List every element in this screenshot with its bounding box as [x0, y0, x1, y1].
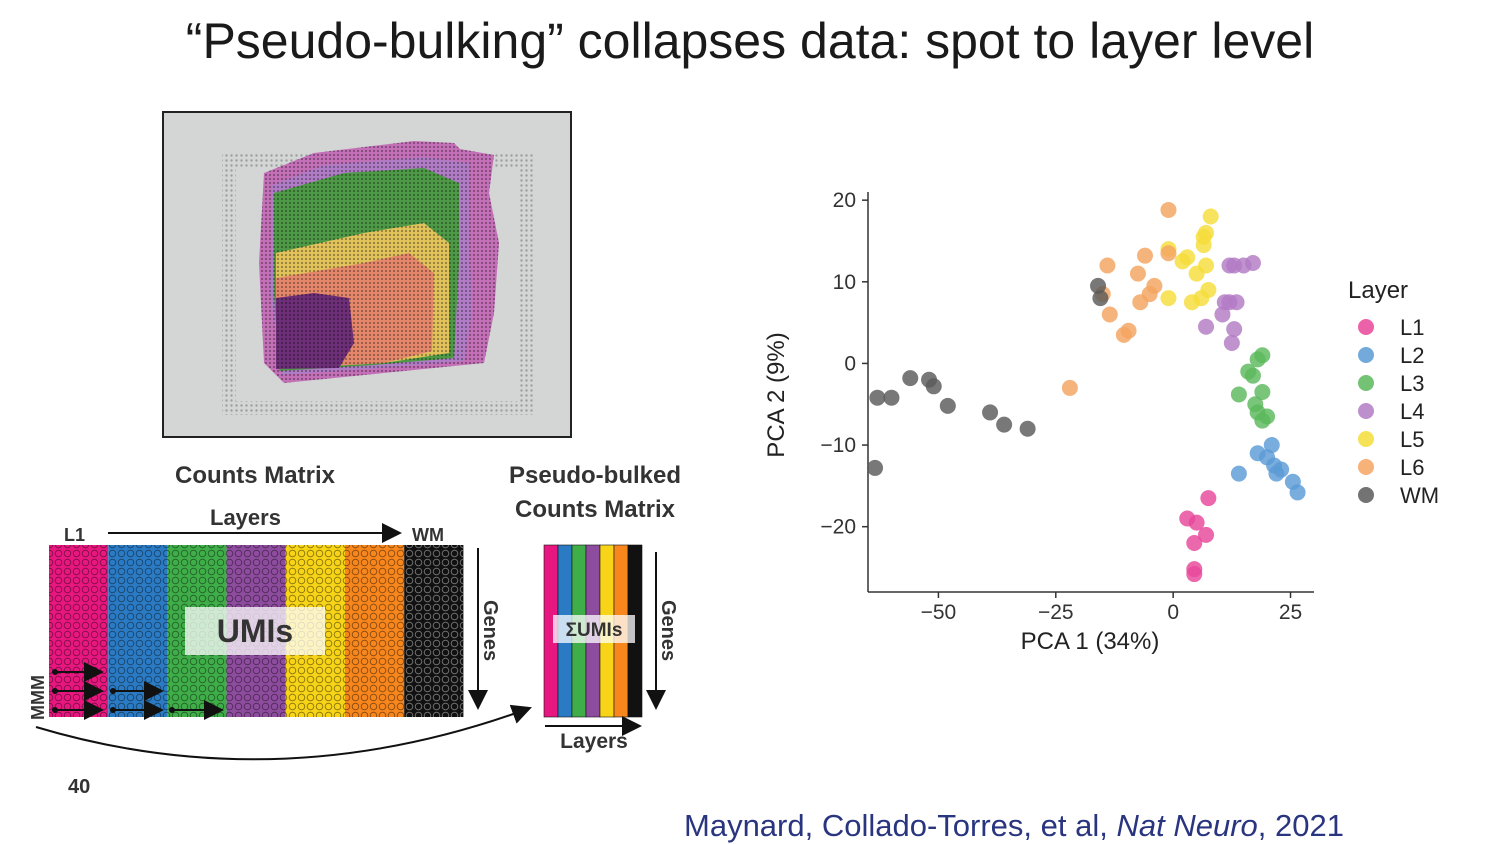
scatter-point-l1: [1200, 490, 1217, 507]
x-axis-label: PCA 1 (34%): [1021, 628, 1160, 655]
scatter-point-l5: [1188, 265, 1205, 282]
scatter-point-l5: [1195, 237, 1212, 254]
legend-marker-wm: [1358, 487, 1374, 503]
scatter-point-l4: [1226, 321, 1243, 338]
pca-scatter-chart: −50 −25 0 25 −20 −10 0 10 20 Layer L1 L2 L3 L4 L5 L6 WM…: [763, 189, 1439, 655]
layer-wm-label: WM: [412, 525, 444, 545]
scatter-point-l3: [1244, 367, 1261, 384]
legend-label-l3: L3: [1400, 371, 1424, 396]
tissue-section-image: [162, 111, 572, 438]
x-tick-label: 0: [1167, 601, 1179, 624]
scatter-point-l4: [1198, 318, 1215, 335]
scatter-point-l3: [1254, 412, 1271, 429]
sum-umis-label: ΣUMIs: [566, 620, 623, 641]
umis-label: UMIs: [217, 613, 293, 649]
counts-matrix-title: Counts Matrix: [174, 462, 335, 489]
scatter-point-l5: [1183, 294, 1200, 311]
scatter-point-l1: [1188, 514, 1205, 531]
x-tick-label: −25: [1038, 601, 1074, 624]
page-number: 40: [68, 776, 91, 798]
legend-label-l5: L5: [1400, 427, 1424, 452]
scatter-point-l1: [1186, 535, 1203, 552]
scatter-point-wm: [939, 397, 956, 414]
scatter-point-l2: [1268, 465, 1285, 482]
legend-label-wm: WM: [1400, 483, 1439, 508]
citation-authors: Maynard, Collado-Torres, et al,: [684, 808, 1117, 843]
scatter-point-l6: [1132, 294, 1149, 311]
scatter-point-l3: [1230, 386, 1247, 403]
pseudo-genes-label: Genes: [657, 600, 679, 661]
legend-marker-l6: [1358, 459, 1374, 475]
legend-label-l4: L4: [1400, 399, 1424, 424]
scatter-point-l6: [1061, 379, 1078, 396]
legend-title: Layer: [1348, 277, 1408, 304]
scatter-point-wm: [925, 378, 942, 395]
scatter-point-l4: [1228, 294, 1245, 311]
y-tick-label: 0: [844, 352, 856, 375]
citation-journal: Nat Neuro: [1116, 808, 1258, 843]
scatter-point-l2: [1230, 465, 1247, 482]
scatter-point-l5: [1160, 290, 1177, 307]
scatter-point-l3: [1254, 384, 1271, 400]
legend-label-l2: L2: [1400, 343, 1424, 368]
legend-marker-l1: [1358, 319, 1374, 335]
scatter-point-wm: [1019, 420, 1036, 437]
scatter-point-l6: [1115, 326, 1132, 343]
y-tick-label: 20: [833, 189, 856, 212]
pseudo-matrix-title-line1: Pseudo-bulked: [508, 462, 682, 489]
citation-year: , 2021: [1257, 808, 1344, 843]
scatter-point-l4: [1223, 335, 1240, 352]
y-axis-label: PCA 2 (9%): [763, 332, 790, 457]
scatter-point-wm: [869, 389, 886, 406]
scatter-point-l6: [1160, 245, 1177, 262]
citation: Maynard, Collado-Torres, et al, Nat Neur…: [684, 808, 1344, 844]
legend-marker-l2: [1358, 347, 1374, 363]
legend-marker-l4: [1358, 403, 1374, 419]
scatter-point-l2: [1263, 437, 1280, 454]
scatter-point-l6: [1129, 265, 1146, 282]
y-tick-label: 10: [833, 271, 856, 294]
scatter-point-wm: [1092, 290, 1109, 307]
scatter-point-l5: [1174, 253, 1191, 270]
x-tick-label: −50: [921, 601, 957, 624]
slide-title: “Pseudo-bulking” collapses data: spot to…: [185, 13, 1315, 69]
y-tick-label: −10: [820, 434, 856, 457]
scatter-point-l5: [1202, 208, 1219, 225]
scatter-point-l4: [1244, 255, 1261, 272]
scatter-point-wm: [996, 416, 1013, 433]
x-tick-label: 25: [1279, 601, 1302, 624]
y-tick-label: −20: [820, 516, 856, 539]
scatter-point-l6: [1099, 257, 1116, 274]
scatter-point-l2: [1289, 484, 1306, 501]
legend-marker-l3: [1358, 375, 1374, 391]
legend-label-l1: L1: [1400, 315, 1424, 340]
pseudo-matrix-title-line2: Counts Matrix: [514, 496, 675, 523]
legend-label-l6: L6: [1400, 455, 1424, 480]
scatter-point-l6: [1136, 247, 1153, 264]
legend-marker-l5: [1358, 431, 1374, 447]
scatter-point-l4: [1214, 306, 1231, 323]
pseudo-layers-label: Layers: [560, 730, 628, 753]
layer-l1-label: L1: [64, 525, 85, 545]
scatter-point-l1: [1198, 526, 1215, 543]
genes-label: Genes: [479, 600, 501, 661]
scatter-point-wm: [883, 389, 900, 406]
scatter-point-l6: [1160, 201, 1177, 218]
scatter-point-wm: [982, 404, 999, 421]
scatter-point-wm: [902, 370, 919, 387]
scatter-point-l1: [1186, 566, 1203, 583]
layers-label: Layers: [210, 505, 281, 530]
scatter-point-l6: [1101, 306, 1118, 323]
scatter-point-wm: [867, 459, 884, 476]
scatter-point-wm: [1090, 277, 1107, 294]
spot-axis-label: MMM: [28, 675, 48, 720]
scatter-point-l3: [1249, 351, 1266, 368]
